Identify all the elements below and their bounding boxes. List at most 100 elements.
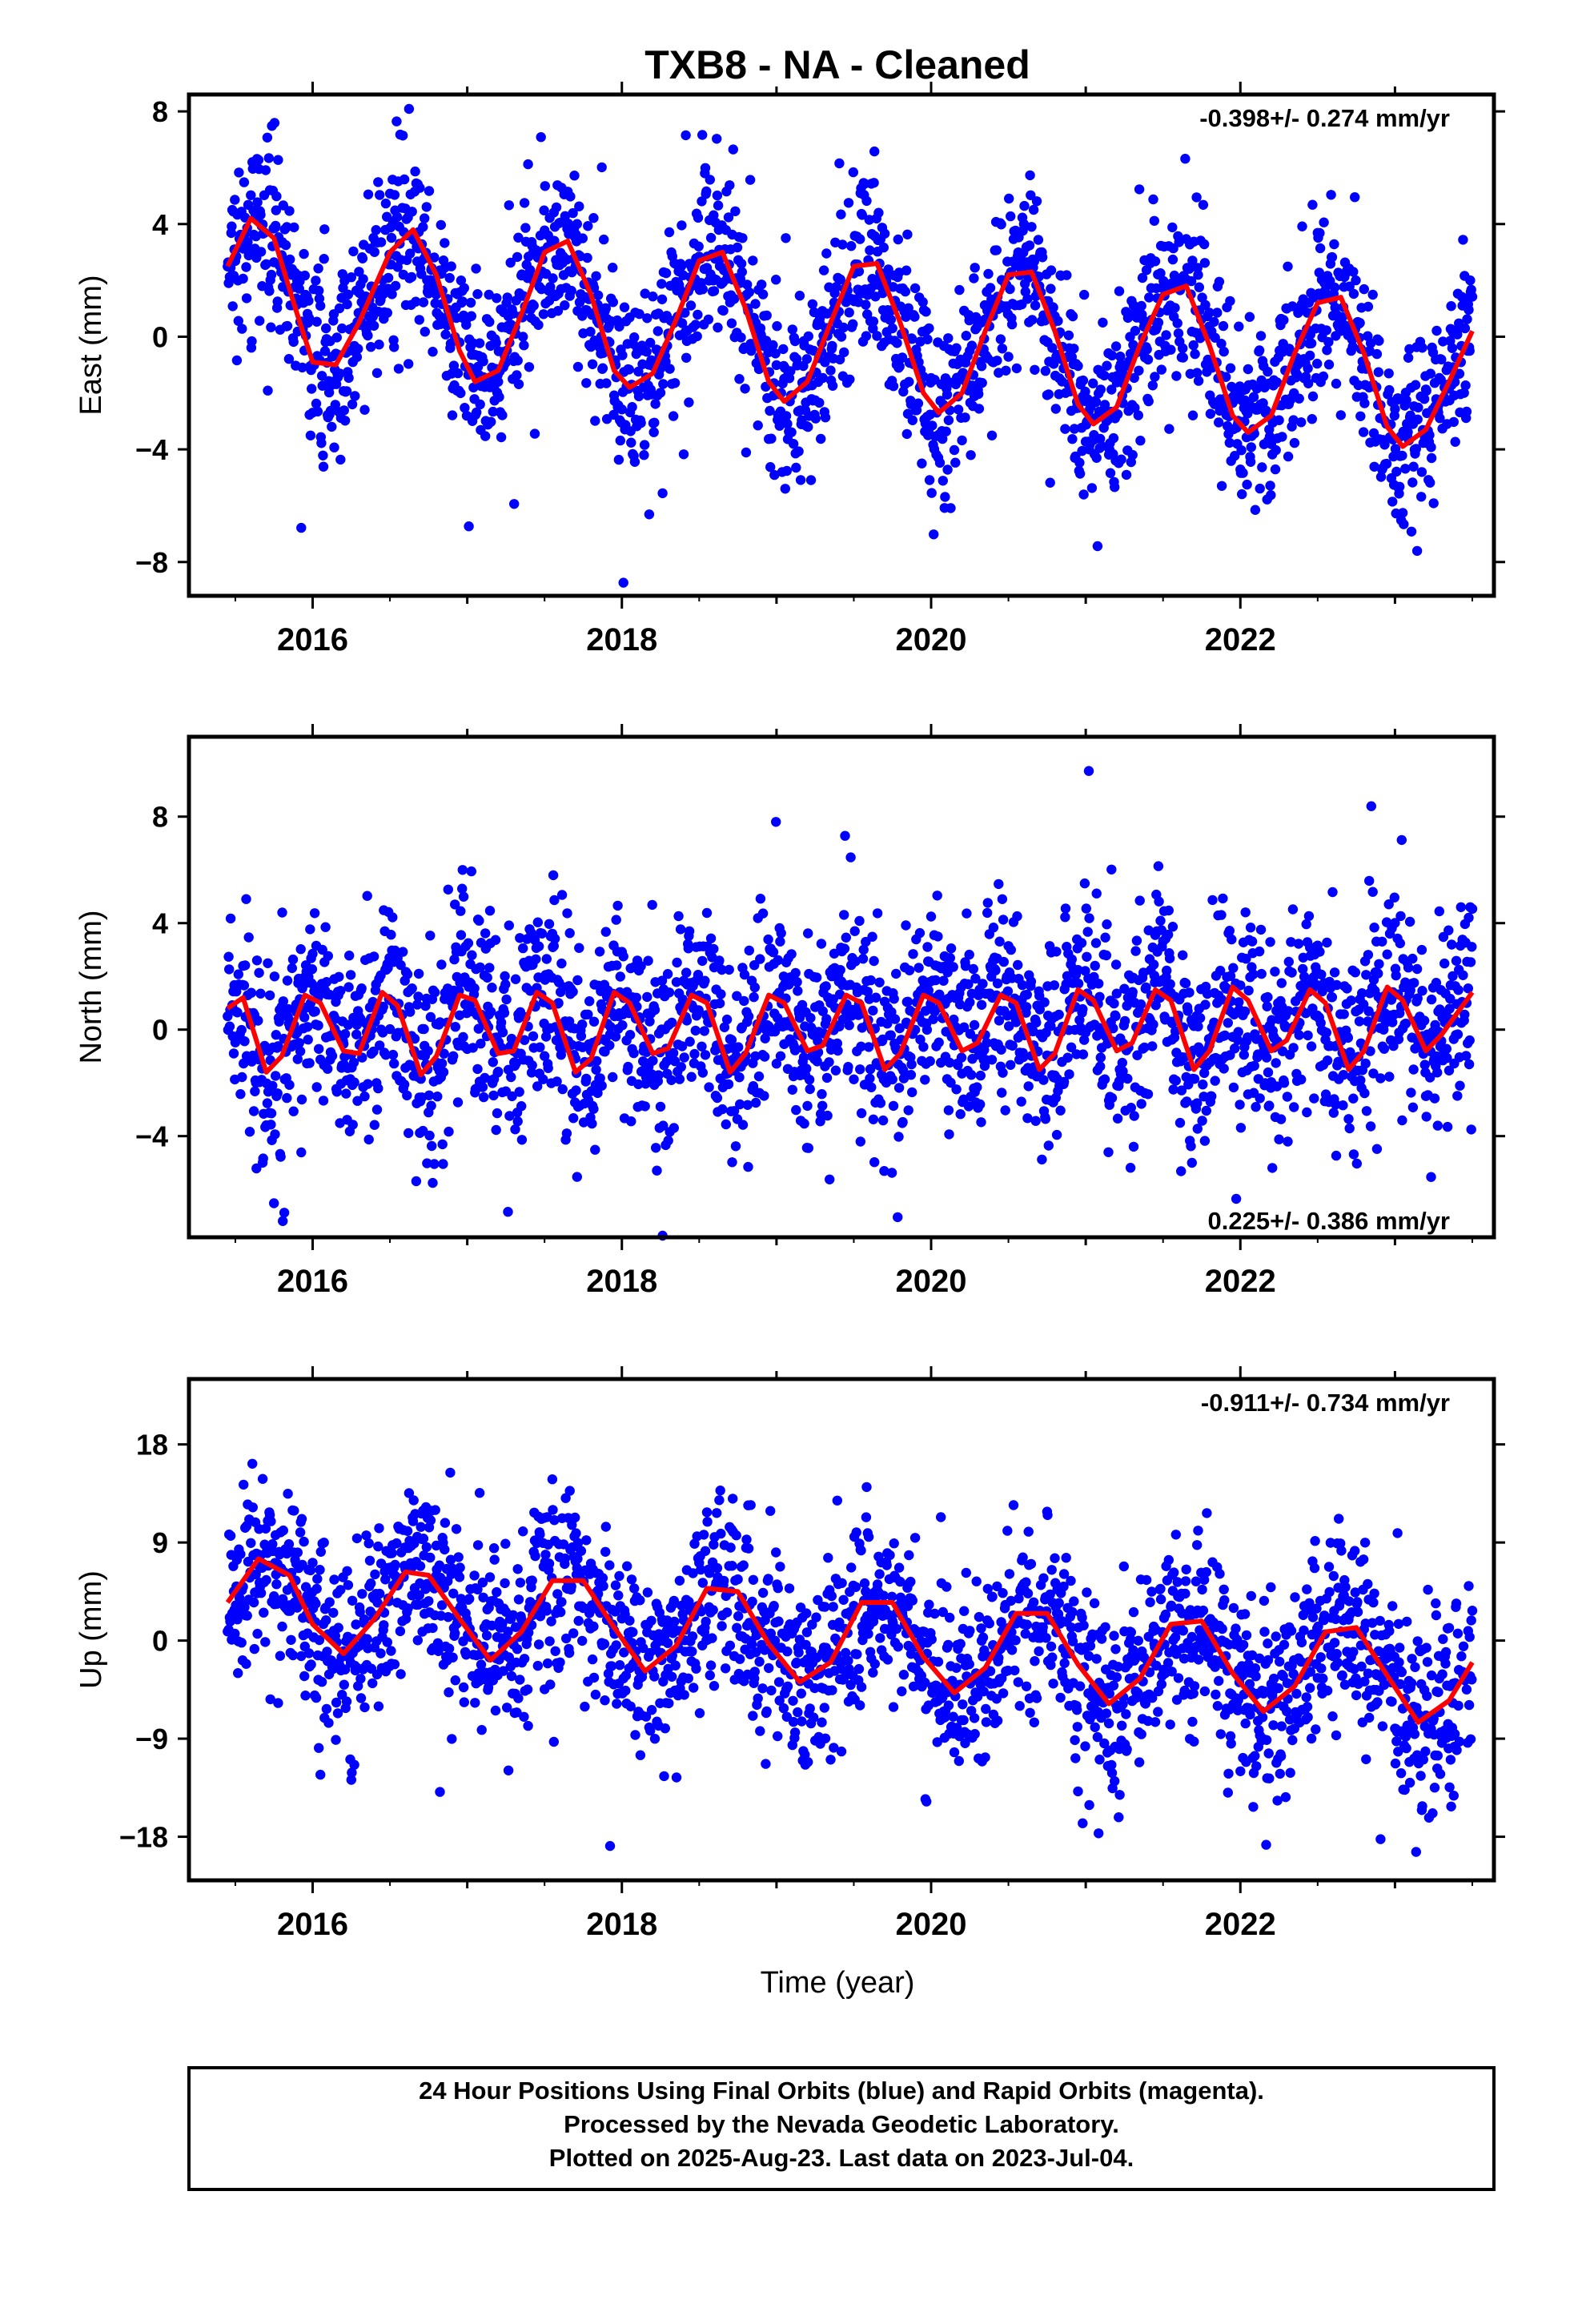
data-point <box>307 964 318 975</box>
data-point <box>1375 472 1387 482</box>
data-point <box>342 299 352 310</box>
data-point <box>386 1646 396 1656</box>
data-point <box>1331 1150 1342 1161</box>
data-point <box>448 1051 459 1062</box>
data-point <box>865 1073 875 1084</box>
data-point <box>1287 904 1299 915</box>
data-point <box>296 1147 307 1158</box>
data-point <box>280 239 291 251</box>
data-point <box>717 1104 728 1115</box>
data-point <box>446 261 456 271</box>
data-point <box>679 1052 689 1063</box>
data-point <box>1428 498 1439 509</box>
data-point <box>284 206 295 216</box>
data-point <box>316 1677 327 1687</box>
data-point <box>1212 308 1223 318</box>
data-point <box>384 1023 396 1035</box>
data-point <box>283 1003 294 1015</box>
data-point <box>1350 967 1361 978</box>
data-point <box>942 464 953 475</box>
data-point <box>1425 368 1436 379</box>
data-point <box>1255 924 1267 935</box>
data-point <box>331 332 342 343</box>
data-point <box>1365 1121 1376 1132</box>
data-point <box>335 986 346 996</box>
data-point <box>1098 317 1108 328</box>
data-point <box>986 1055 998 1065</box>
data-point <box>1270 967 1280 977</box>
data-point <box>273 1041 283 1051</box>
data-point <box>1200 999 1211 1010</box>
data-point <box>827 340 837 352</box>
data-point <box>341 386 352 396</box>
data-point <box>396 959 406 971</box>
data-point <box>353 344 363 354</box>
data-point <box>1011 363 1022 374</box>
data-point <box>857 954 869 964</box>
data-point <box>540 1051 550 1061</box>
data-point <box>1134 895 1145 906</box>
y-tick-label: 0 <box>152 1014 168 1047</box>
y-tick-label: 8 <box>152 95 168 128</box>
data-point <box>504 200 514 211</box>
data-point <box>588 213 599 223</box>
data-point <box>1305 350 1315 361</box>
data-point <box>289 222 299 233</box>
data-point <box>514 1087 524 1097</box>
data-point <box>815 433 826 444</box>
data-point <box>307 978 317 989</box>
data-point <box>371 368 383 378</box>
data-point <box>1045 477 1055 488</box>
data-point <box>1254 946 1265 957</box>
data-point <box>474 338 485 348</box>
data-point <box>1379 440 1390 450</box>
data-point <box>488 1090 499 1101</box>
data-point <box>834 354 845 365</box>
data-point <box>690 1025 701 1036</box>
data-point <box>448 1652 458 1663</box>
data-point <box>359 1614 370 1625</box>
data-point <box>443 884 453 895</box>
data-point <box>466 311 476 321</box>
data-point <box>657 488 668 499</box>
data-point <box>872 908 883 919</box>
data-point <box>282 975 293 986</box>
data-point <box>626 437 636 448</box>
data-point <box>568 987 578 997</box>
data-point <box>904 965 915 975</box>
data-point <box>814 397 825 408</box>
data-point <box>1277 432 1287 442</box>
data-point <box>311 1583 322 1594</box>
data-point <box>843 198 854 208</box>
data-point <box>1275 1114 1287 1124</box>
data-point <box>943 333 954 344</box>
data-point <box>225 1530 236 1542</box>
data-point <box>1292 360 1303 371</box>
data-point <box>413 991 424 1002</box>
data-point <box>1454 368 1465 379</box>
data-point <box>526 1068 537 1078</box>
data-point <box>1453 985 1464 995</box>
data-point <box>1027 315 1038 325</box>
data-point <box>236 1024 247 1035</box>
data-point <box>1240 907 1251 918</box>
data-point <box>887 1074 897 1085</box>
data-point <box>311 1692 322 1703</box>
data-point <box>1083 766 1094 776</box>
data-point <box>465 297 476 308</box>
data-point <box>938 476 949 486</box>
data-point <box>793 986 803 996</box>
data-point <box>1187 255 1198 266</box>
data-point <box>1390 404 1400 414</box>
data-point <box>669 378 681 388</box>
data-point <box>396 1669 406 1679</box>
data-point <box>673 911 684 922</box>
data-point <box>524 362 535 372</box>
data-point <box>755 954 765 964</box>
data-point <box>309 908 320 919</box>
data-point <box>1026 222 1037 232</box>
data-point <box>1383 368 1394 379</box>
data-point <box>1043 1140 1054 1151</box>
data-point <box>1192 368 1203 378</box>
data-point <box>1178 950 1188 961</box>
